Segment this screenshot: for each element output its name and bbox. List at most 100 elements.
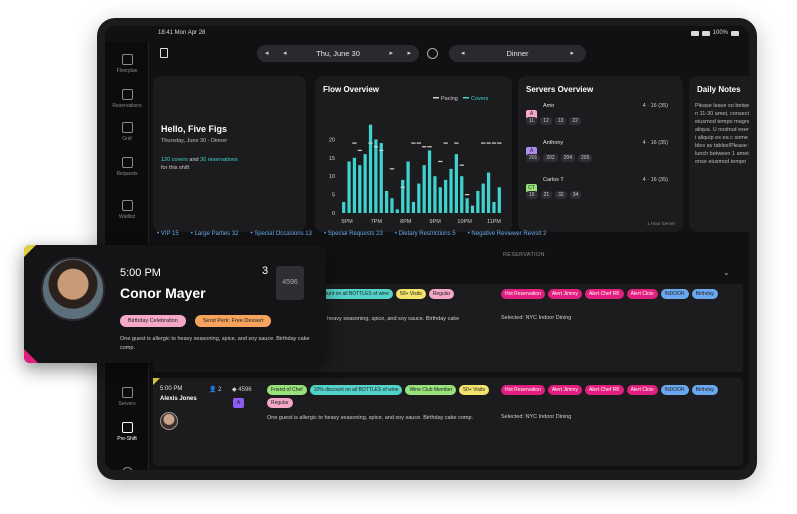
- y-tick-label: 15: [329, 156, 335, 162]
- x-tick-label: 5PM: [341, 219, 353, 225]
- table-chip: 12: [540, 117, 552, 125]
- settings-button[interactable]: [105, 467, 149, 470]
- shift-selector[interactable]: ◂ Dinner ▸: [449, 45, 586, 62]
- popup-corner-pink: [24, 349, 38, 363]
- filter-chip[interactable]: Negative Reviewer Revisit 2: [468, 231, 546, 243]
- guest-notes: One guest is allergic to heavy seasoning…: [267, 415, 474, 421]
- reservation-row[interactable]: 5:00 PM Alexis Jones 👤 2 ◆ 4596 A Friend…: [153, 378, 743, 466]
- sidebar-item-floorplan[interactable]: Floorplan: [105, 54, 149, 74]
- chart-bar: [438, 187, 442, 213]
- reservation-tags: Hot Reservation Alert Jimmy Alert Chef RK A…: [501, 385, 721, 395]
- table-chip: 204: [560, 154, 576, 162]
- sidebar-item-grid[interactable]: Grid: [105, 122, 149, 142]
- chart-bar: [470, 205, 475, 213]
- chart-bar: [460, 176, 464, 213]
- status-right: 100%: [690, 30, 739, 36]
- filter-chip[interactable]: Special Occasions 13: [251, 231, 312, 243]
- popup-party-count: 3: [262, 265, 269, 277]
- server-name: Amir: [543, 103, 555, 109]
- server-row[interactable]: A Anthony 4 · 16 (35) 201 202 204 205: [526, 139, 676, 169]
- legend-swatch-covers: [463, 97, 469, 99]
- tag: Regular: [267, 398, 293, 408]
- shift-next-button[interactable]: ▸: [570, 50, 574, 57]
- guest-detail-popup[interactable]: 5:00 PM Conor Mayer 3 4596 Birthday Cele…: [24, 245, 326, 363]
- shift-prev-button[interactable]: ◂: [461, 50, 465, 57]
- y-tick-label: 10: [329, 174, 335, 180]
- sidebar-item-reservations[interactable]: Reservations: [105, 89, 149, 109]
- pacing-mark: [443, 142, 448, 144]
- notes-title: Daily Notes: [697, 85, 741, 94]
- guest-notes: to heavy seasoning, spice, and soy sauce…: [321, 316, 460, 322]
- reservation-time: 5:00 PM: [160, 386, 183, 392]
- chart-bar: [476, 190, 480, 213]
- wifi-icon: [701, 30, 710, 36]
- filter-chip[interactable]: Special Requests 23: [324, 231, 383, 243]
- tag: Alert Cloio: [626, 385, 658, 395]
- sidebar-item-label: Waitlist: [119, 214, 135, 220]
- sidebar-item-servers[interactable]: Servers: [105, 387, 149, 407]
- filter-chip[interactable]: VIP 15: [157, 231, 179, 243]
- battery-text: 100%: [712, 30, 728, 36]
- tag: Birthday: [691, 289, 718, 299]
- table-chip: 13: [554, 117, 567, 125]
- popup-corner-yellow: [24, 245, 36, 257]
- pacing-mark: [486, 142, 491, 144]
- pacing-mark: [411, 142, 416, 144]
- date-label: Thu, June 30: [316, 49, 360, 58]
- table-chip: 205: [578, 154, 593, 162]
- table-chip: 201: [526, 154, 541, 162]
- table-chip: 22: [569, 117, 581, 125]
- tag: 50+ Visits: [396, 289, 426, 299]
- tag: INDOOR: [660, 385, 689, 395]
- sidebar-item-label: Servers: [118, 401, 136, 407]
- filter-chip[interactable]: Large Parties 32: [191, 231, 238, 243]
- table-chip: 32: [555, 191, 567, 199]
- hello-card: Hello, Five Figs Thursday, June 30 - Din…: [153, 76, 306, 232]
- popup-guest-name: Conor Mayer: [120, 285, 206, 301]
- popup-time: 5:00 PM: [120, 267, 161, 279]
- sidebar-item-pre-shift[interactable]: Pre-Shift: [105, 422, 149, 442]
- server-initials-badge: A: [526, 147, 537, 156]
- server-row[interactable]: A Amir 4 · 16 (35) 11 12 13 22: [526, 102, 676, 132]
- avatar: [160, 412, 178, 430]
- tag: Alert Jimmy: [547, 385, 582, 395]
- grid-icon: [121, 122, 133, 133]
- pacing-mark: [368, 142, 373, 144]
- document-icon[interactable]: [160, 48, 168, 58]
- pacing-mark: [389, 168, 395, 170]
- chart-bar: [406, 161, 410, 213]
- reservations-count: 30 reservations: [200, 157, 238, 163]
- sidebar-item-requests[interactable]: Requests: [105, 157, 149, 177]
- sidebar-item-label: Reservations: [112, 103, 142, 109]
- sidebar-item-label: Pre-Shift: [117, 436, 137, 442]
- legend-label-covers: Covers: [471, 96, 489, 102]
- book-icon: [121, 89, 133, 100]
- globe-icon[interactable]: [427, 48, 438, 59]
- date-next-button[interactable]: ▸: [407, 50, 411, 57]
- chart-bar: [363, 154, 367, 213]
- sidebar-item-waitlist[interactable]: Waitlist: [105, 200, 149, 220]
- server-initials-badge: CT: [526, 184, 537, 193]
- date-prev-button[interactable]: ◂: [265, 50, 269, 57]
- flow-title: Flow Overview: [323, 85, 380, 94]
- chevron-down-icon[interactable]: ⌄: [723, 268, 730, 277]
- filter-chip[interactable]: Dietary Restrictions 5: [395, 231, 456, 243]
- flow-chart: Pacing Covers 0 5 10 15 20 5PM 7PM 8PM 9PM 10PM 11PM: [329, 96, 502, 225]
- pacing-mark: [400, 186, 405, 188]
- server-row[interactable]: CT Carlos T 4 · 16 (35) 15 21 32 34: [526, 176, 676, 206]
- sidebar-item-label: Grid: [122, 136, 132, 142]
- battery-icon: [731, 30, 739, 36]
- flow-overview-card: Flow Overview Pacing Covers 0 5 10 15 20 5PM 7PM…: [315, 76, 512, 232]
- summary-and: and: [187, 157, 201, 163]
- greeting-subtitle: Thursday, June 30 - Dinner: [161, 138, 228, 144]
- popup-tags: Birthday Celebration Send Perk: Free Dess…: [120, 315, 272, 327]
- pacing-mark: [491, 142, 497, 144]
- tag: Friend of Chef: [267, 385, 307, 395]
- greeting: Hello, Five Figs: [161, 124, 228, 134]
- date-next-day-button[interactable]: ▸: [389, 50, 393, 57]
- date-prev-day-button[interactable]: ◂: [283, 50, 287, 57]
- server-name: Carlos T: [543, 177, 564, 183]
- servers-overview-card: Servers Overview A Amir 4 · 16 (35) 11 12 13 2…: [518, 76, 683, 232]
- date-selector[interactable]: ◂ ◂ Thu, June 30 ▸ ▸: [257, 45, 419, 62]
